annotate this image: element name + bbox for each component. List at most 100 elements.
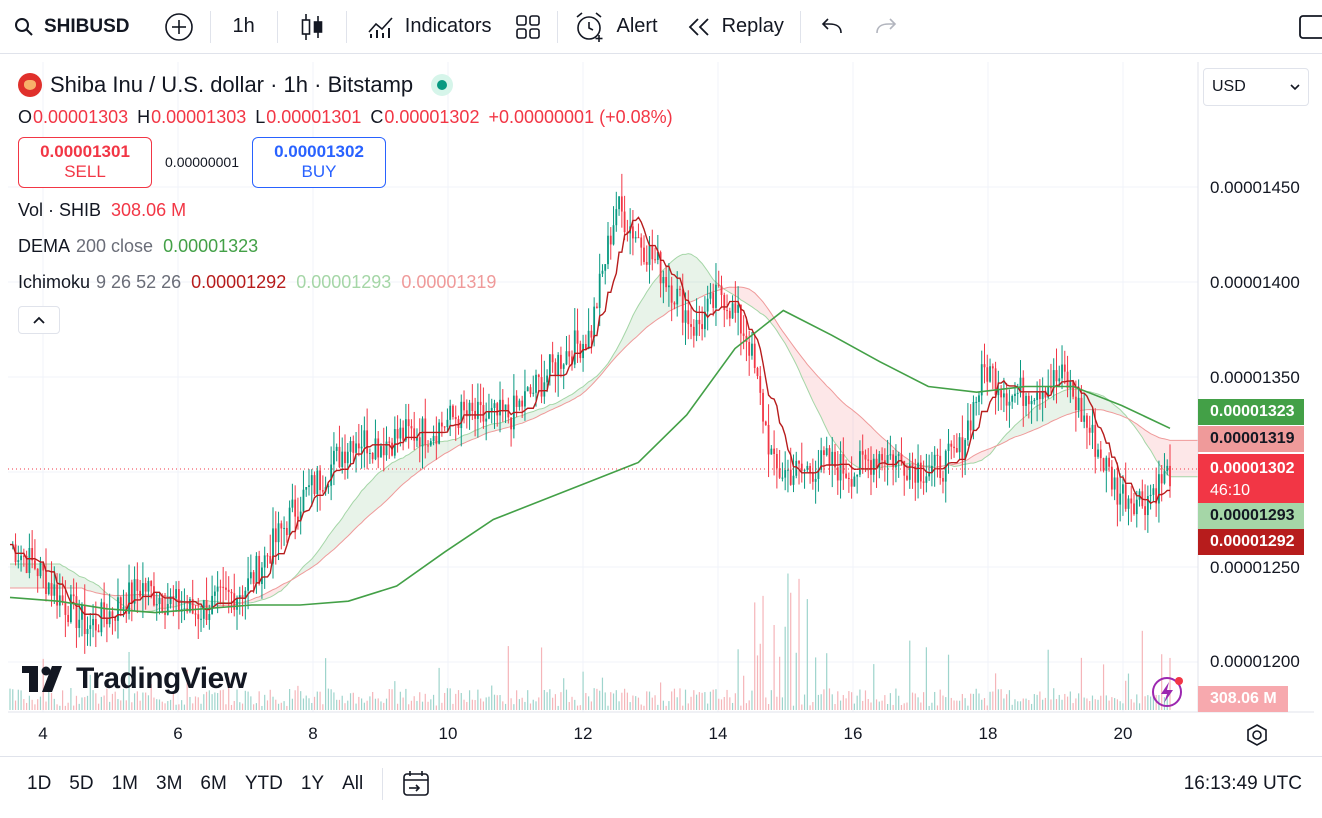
replay-button[interactable]: Replay [676, 7, 794, 47]
volume-bar [632, 695, 634, 710]
candle-body [432, 435, 435, 442]
volume-legend[interactable]: Vol · SHIB 308.06 M [18, 192, 682, 228]
candle-body [227, 589, 230, 592]
lightning-icon[interactable] [1150, 674, 1186, 710]
candle-body [155, 604, 158, 606]
candle-body [213, 591, 216, 596]
undo-icon [821, 17, 842, 33]
volume-bar [372, 691, 374, 710]
buy-button[interactable]: 0.00001302 BUY [252, 136, 386, 188]
volume-bar [9, 688, 11, 710]
volume-bar [510, 698, 512, 710]
volume-bars [9, 573, 1171, 710]
collapse-legend-button[interactable] [18, 306, 60, 334]
trade-row: 0.00001301 SELL 0.00000001 0.00001302 BU… [18, 136, 682, 188]
candle-body [529, 387, 532, 394]
ichimoku-legend[interactable]: Ichimoku 9 26 52 26 0.00001292 0.0000129… [18, 264, 682, 300]
volume-bar [463, 699, 465, 710]
candle-body [258, 555, 261, 585]
interval-button[interactable]: 1h [217, 7, 271, 47]
candle-body [620, 196, 623, 212]
candle-body [208, 614, 211, 620]
candle-body [623, 211, 626, 233]
currency-select[interactable]: USD [1203, 68, 1309, 106]
range-5d-button[interactable]: 5D [69, 772, 94, 794]
volume-bar [898, 695, 900, 710]
volume-bar [923, 692, 925, 710]
candle-body [753, 343, 756, 368]
candle-body [460, 401, 463, 429]
volume-price-tag: 308.06 M [1198, 686, 1288, 712]
market-open-dot-icon[interactable] [431, 74, 454, 96]
layouts-button[interactable] [505, 7, 551, 47]
symbol-title[interactable]: Shiba Inu / U.S. dollar · 1h · Bitstamp [50, 72, 414, 97]
range-ytd-button[interactable]: YTD [244, 772, 283, 794]
candle-body [521, 400, 524, 407]
volume-bar [302, 698, 305, 710]
candle-body [222, 586, 225, 588]
time-axis-label: 4 [38, 724, 48, 743]
indicators-button[interactable]: Indicators [353, 7, 506, 47]
fullscreen-button[interactable] [1298, 7, 1322, 47]
volume-bar [756, 655, 759, 710]
volume-bar [864, 690, 867, 710]
volume-bar [563, 678, 565, 710]
volume-bar [792, 705, 795, 710]
candle-body [939, 455, 942, 478]
candle-body [587, 330, 590, 350]
volume-bar [981, 699, 983, 710]
alert-button[interactable]: Alert [564, 7, 667, 47]
compare-button[interactable] [154, 7, 204, 47]
candle-body [751, 343, 753, 356]
chart-pane[interactable]: Shiba Inu / U.S. dollar · 1h · Bitstamp … [8, 62, 1314, 748]
chart-type-button[interactable] [284, 7, 340, 47]
utc-clock[interactable]: 16:13:49 UTC [1183, 772, 1302, 794]
candle-body [130, 582, 133, 604]
candle-body [1047, 385, 1050, 398]
candle-body [728, 310, 731, 319]
plus-circle-icon [164, 12, 193, 41]
volume-bar [477, 689, 479, 710]
candle-body [382, 446, 385, 456]
redo-button[interactable] [859, 7, 911, 47]
candle-body [1044, 390, 1047, 398]
candle-body [42, 562, 45, 571]
volume-bar [419, 692, 421, 710]
candle-body [734, 303, 737, 313]
candle-body [404, 419, 407, 441]
price-chart[interactable] [8, 62, 1314, 748]
range-1m-button[interactable]: 1M [111, 772, 138, 794]
volume-bar [889, 693, 891, 710]
sell-button[interactable]: 0.00001301 SELL [18, 136, 152, 188]
settings-gear-icon[interactable] [1245, 723, 1269, 747]
candle-body [715, 284, 717, 308]
range-6m-button[interactable]: 6M [200, 772, 227, 794]
candle-body [380, 446, 382, 458]
candle-body [1011, 395, 1014, 402]
range-1y-button[interactable]: 1Y [300, 772, 325, 794]
goto-date-icon[interactable] [401, 769, 431, 799]
undo-button[interactable] [807, 7, 859, 47]
candle-body [515, 395, 518, 407]
candle-body [285, 527, 288, 536]
volume-bar [936, 705, 939, 710]
dema-legend[interactable]: DEMA 200 close 0.00001323 [18, 228, 682, 264]
time-axis-label: 14 [708, 724, 728, 743]
volume-bar [14, 700, 17, 710]
volume-bar [1166, 697, 1168, 710]
volume-bar [1114, 698, 1116, 710]
alarm-clock-icon [576, 11, 603, 42]
range-3m-button[interactable]: 3M [156, 772, 183, 794]
candle-body [111, 611, 114, 617]
symbol-search[interactable]: SHIBUSD [0, 7, 140, 47]
range-1d-button[interactable]: 1D [27, 772, 52, 794]
candle-body [1038, 392, 1041, 400]
volume-bar [333, 692, 335, 710]
range-all-button[interactable]: All [342, 772, 364, 794]
volume-bar [377, 698, 379, 710]
candle-body [723, 294, 726, 311]
candle-body [413, 428, 416, 441]
volume-bar [300, 691, 302, 710]
price-axis-label: 0.00001350 [1210, 368, 1300, 387]
volume-bar [289, 688, 291, 710]
